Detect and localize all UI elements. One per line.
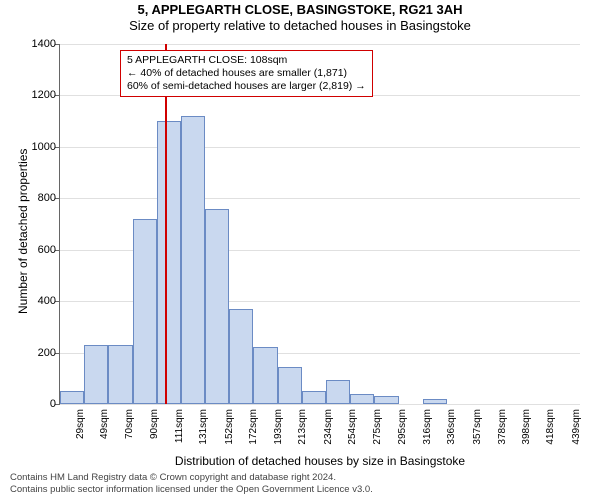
page-title: 5, APPLEGARTH CLOSE, BASINGSTOKE, RG21 3… — [0, 2, 600, 17]
x-tick-label: 131sqm — [198, 359, 209, 409]
y-tick-label: 0 — [16, 398, 56, 410]
x-tick-label: 70sqm — [124, 359, 135, 409]
x-tick-label: 111sqm — [174, 359, 185, 409]
x-tick-label: 316sqm — [422, 359, 433, 409]
y-tick-label: 1400 — [16, 38, 56, 50]
x-tick-label: 295sqm — [397, 359, 408, 409]
x-tick-label: 439sqm — [571, 359, 582, 409]
x-tick-label: 172sqm — [248, 359, 259, 409]
y-axis-label: Number of detached properties — [16, 59, 30, 224]
x-tick-label: 29sqm — [75, 359, 86, 409]
page-subtitle: Size of property relative to detached ho… — [0, 18, 600, 33]
annotation-line-2: ← 40% of detached houses are smaller (1,… — [127, 67, 366, 80]
x-tick-label: 336sqm — [446, 359, 457, 409]
annotation-line-1: 5 APPLEGARTH CLOSE: 108sqm — [127, 54, 366, 67]
chart-container: 5, APPLEGARTH CLOSE, BASINGSTOKE, RG21 3… — [0, 2, 600, 502]
x-tick-label: 213sqm — [297, 359, 308, 409]
annotation-line-3: 60% of semi-detached houses are larger (… — [127, 80, 366, 93]
x-tick-label: 398sqm — [521, 359, 532, 409]
x-tick-label: 378sqm — [497, 359, 508, 409]
x-axis-label: Distribution of detached houses by size … — [60, 454, 580, 468]
x-tick-label: 234sqm — [323, 359, 334, 409]
x-tick-label: 90sqm — [149, 359, 160, 409]
footer-line-2: Contains public sector information licen… — [10, 484, 373, 496]
plot-area: 5 APPLEGARTH CLOSE: 108sqm ← 40% of deta… — [60, 44, 580, 404]
x-tick-label: 275sqm — [372, 359, 383, 409]
x-tick-label: 152sqm — [224, 359, 235, 409]
x-tick-label: 49sqm — [99, 359, 110, 409]
reference-line — [165, 44, 167, 404]
x-tick-label: 254sqm — [347, 359, 358, 409]
annotation-box: 5 APPLEGARTH CLOSE: 108sqm ← 40% of deta… — [120, 50, 373, 97]
x-tick-label: 418sqm — [545, 359, 556, 409]
x-tick-label: 193sqm — [273, 359, 284, 409]
footer-line-1: Contains HM Land Registry data © Crown c… — [10, 472, 373, 484]
y-tick-label: 200 — [16, 347, 56, 359]
footer: Contains HM Land Registry data © Crown c… — [10, 472, 373, 496]
x-tick-label: 357sqm — [472, 359, 483, 409]
histogram-bars — [60, 44, 580, 404]
